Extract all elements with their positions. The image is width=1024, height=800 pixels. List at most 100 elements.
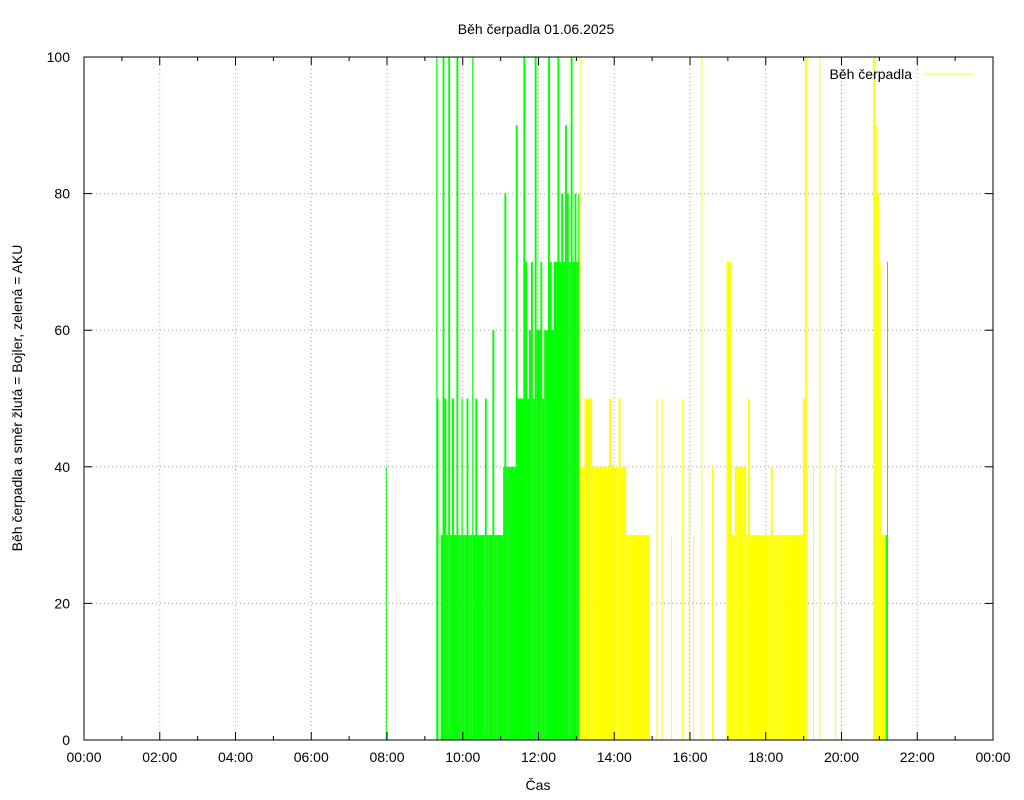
bar-bojler xyxy=(787,535,790,740)
bar-bojler xyxy=(795,535,798,740)
bar-bojler xyxy=(584,398,587,740)
bar-bojler xyxy=(641,535,644,740)
bar-bojler xyxy=(797,535,800,740)
bar-aku xyxy=(525,261,528,740)
bar-aku xyxy=(549,261,552,740)
bar-bojler xyxy=(628,535,631,740)
bar-bojler xyxy=(878,193,880,741)
bar-aku xyxy=(385,466,387,740)
bar-bojler xyxy=(761,535,764,740)
bar-aku xyxy=(886,261,888,740)
bar-bojler xyxy=(614,466,617,740)
bar-bojler xyxy=(618,398,621,740)
x-tick-label: 14:00 xyxy=(597,749,632,765)
bar-bojler xyxy=(780,535,783,740)
x-tick-label: 16:00 xyxy=(672,749,707,765)
bar-aku xyxy=(482,535,485,740)
bar-aku xyxy=(544,330,547,740)
bar-bojler xyxy=(609,398,612,740)
bar-bojler xyxy=(643,535,646,740)
bar-bojler xyxy=(588,398,591,740)
bar-bojler xyxy=(633,535,636,740)
bar-bojler xyxy=(755,535,758,740)
bar-aku xyxy=(508,466,511,740)
x-tick-label: 08:00 xyxy=(369,749,404,765)
bar-aku xyxy=(510,466,512,740)
bar-bojler xyxy=(701,57,703,740)
bar-aku xyxy=(481,535,483,740)
bar-aku xyxy=(460,535,462,740)
x-tick-label: 10:00 xyxy=(445,749,480,765)
bar-aku xyxy=(492,330,495,740)
bar-bojler xyxy=(881,535,884,740)
bar-aku xyxy=(475,398,478,740)
bar-bojler xyxy=(631,535,634,740)
bar-bojler xyxy=(595,466,598,740)
bar-bojler xyxy=(748,398,750,740)
bar-bojler xyxy=(744,466,747,740)
bar-aku xyxy=(440,535,443,740)
bar-aku xyxy=(461,398,463,740)
bar-aku xyxy=(527,398,530,740)
bar-aku xyxy=(519,398,522,740)
x-tick-label: 12:00 xyxy=(521,749,556,765)
bar-bojler xyxy=(582,466,585,740)
bar-bojler xyxy=(607,466,610,740)
bar-aku xyxy=(444,398,447,740)
y-axis-label: Běh čerpadla a směr žlutá = Bojler, zele… xyxy=(9,245,25,552)
bar-bojler xyxy=(616,466,619,740)
bar-bojler xyxy=(876,193,879,741)
bar-bojler xyxy=(742,466,745,740)
bar-bojler xyxy=(688,466,690,740)
bar-aku xyxy=(542,398,545,740)
bar-bojler xyxy=(599,466,602,740)
bar-aku xyxy=(503,466,505,740)
bar-bojler xyxy=(804,57,807,740)
bar-bojler xyxy=(732,535,735,740)
bar-aku xyxy=(885,535,887,740)
bar-aku xyxy=(484,398,487,740)
bar-aku xyxy=(456,57,459,740)
bar-bojler xyxy=(746,535,749,740)
bar-bojler xyxy=(791,535,794,740)
bar-aku xyxy=(446,535,449,740)
bar-aku xyxy=(572,261,575,740)
bar-bojler xyxy=(731,535,733,740)
bar-bojler xyxy=(749,535,752,740)
bar-bojler xyxy=(601,466,604,740)
bar-bojler xyxy=(763,535,766,740)
y-tick-label: 0 xyxy=(62,732,70,748)
bar-aku xyxy=(570,57,573,740)
bar-aku xyxy=(555,261,558,740)
bar-bojler xyxy=(712,466,714,740)
bar-bojler xyxy=(883,535,885,740)
bar-aku xyxy=(496,535,499,740)
y-tick-label: 20 xyxy=(54,595,70,611)
bar-aku xyxy=(517,398,520,740)
bar-bojler xyxy=(751,535,754,740)
bar-bojler xyxy=(740,466,743,740)
bar-aku xyxy=(553,261,556,740)
bar-aku xyxy=(458,535,461,740)
bar-bojler xyxy=(874,57,876,740)
bar-aku xyxy=(442,57,445,740)
bar-bojler xyxy=(819,57,821,740)
legend: Běh čerpadla xyxy=(829,66,974,82)
x-tick-label: 00:00 xyxy=(66,749,101,765)
bar-aku xyxy=(578,193,580,741)
bar-bojler xyxy=(880,398,882,740)
bar-aku xyxy=(536,330,539,740)
bar-aku xyxy=(453,535,457,740)
bar-aku xyxy=(529,330,531,740)
bar-bojler xyxy=(879,261,881,740)
bar-bojler xyxy=(785,535,788,740)
x-tick-label: 20:00 xyxy=(824,749,859,765)
x-tick-label: 00:00 xyxy=(975,749,1010,765)
bar-bojler xyxy=(806,466,808,740)
bar-bojler xyxy=(612,466,615,740)
bar-bojler xyxy=(579,57,581,740)
x-tick-label: 06:00 xyxy=(294,749,329,765)
bar-bojler xyxy=(778,535,781,740)
bar-bojler xyxy=(873,57,875,740)
bar-bojler xyxy=(784,535,786,740)
